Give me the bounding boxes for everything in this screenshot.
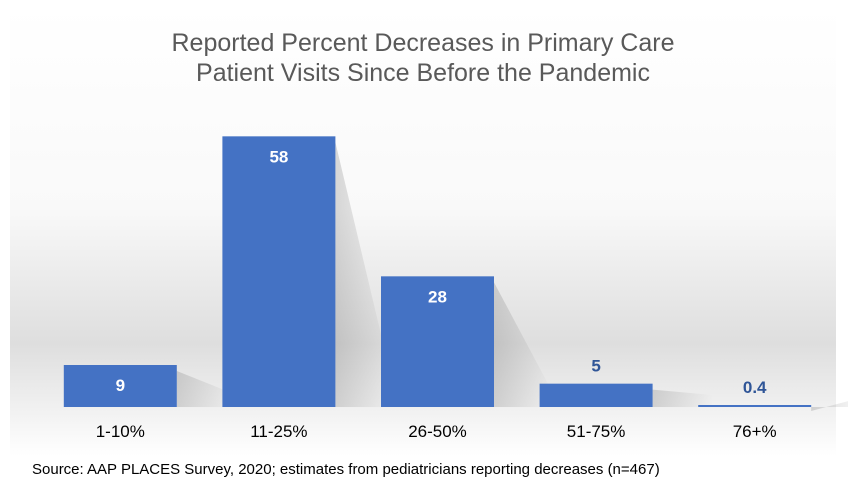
bar-shadow xyxy=(811,401,848,411)
bar-shadow xyxy=(494,282,554,407)
bar-chart: 9 1-10% 58 11-25% 28 26-50% 5 51-75% 0.4 76+% xyxy=(63,136,848,441)
chart-title: Reported Percent Decreases in Primary Ca… xyxy=(10,28,836,88)
data-label-51-75%: 5 xyxy=(591,357,600,376)
category-label-1-10%: 1-10% xyxy=(96,422,145,441)
bar-shadow xyxy=(335,142,396,408)
data-label-26-50%: 28 xyxy=(428,287,447,306)
data-label-11-25%: 58 xyxy=(269,147,288,166)
bar-shadow xyxy=(176,371,237,407)
category-label-76+%: 76+% xyxy=(733,422,777,441)
chart-title-line-1: Reported Percent Decreases in Primary Ca… xyxy=(171,29,675,57)
category-label-26-50%: 26-50% xyxy=(408,422,467,441)
bar-76+% xyxy=(698,405,812,407)
category-label-11-25%: 11-25% xyxy=(250,422,307,441)
category-label-51-75%: 51-75% xyxy=(567,422,626,441)
source-note: Source: AAP PLACES Survey, 2020; estimat… xyxy=(32,461,660,478)
data-label-76+%: 0.4 xyxy=(743,378,767,397)
data-label-1-10%: 9 xyxy=(116,376,125,395)
bar-shadow xyxy=(652,389,713,407)
bar-1-10% xyxy=(63,365,177,407)
bar-51-75% xyxy=(539,383,653,407)
chart-title-line-2: Patient Visits Since Before the Pandemic xyxy=(196,59,650,87)
bar-26-50% xyxy=(381,276,494,407)
bar-11-25% xyxy=(222,136,336,408)
